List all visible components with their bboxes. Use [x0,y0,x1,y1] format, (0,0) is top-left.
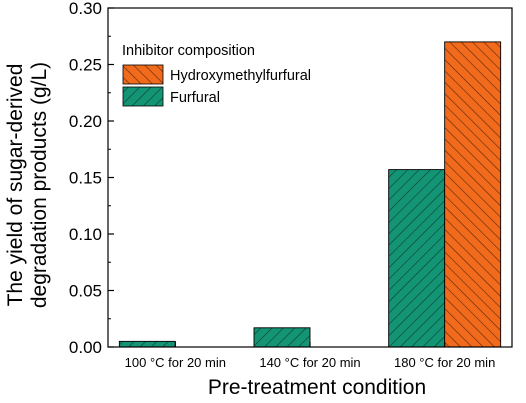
x-category-label: 140 °C for 20 min [259,355,360,370]
x-axis-categories: 100 °C for 20 min 140 °C for 20 min 180 °C… [125,342,495,370]
x-category-label: 180 °C for 20 min [394,355,495,370]
y-axis-title-line-2: degradation products (g/L) [28,62,51,308]
legend: Inhibitor composition Hydroxymethylfurfu… [122,43,311,107]
y-tick-label: 0.25 [69,56,102,75]
y-axis-title-line-1: The yield of sugar-derived [4,64,27,307]
plot-area-frame [107,7,513,348]
y-tick-label: 0.10 [69,225,102,244]
legend-swatch-hmf [122,64,164,85]
bars-layer [118,41,502,348]
y-tick-label: 0.00 [69,338,102,357]
bar-furfural-2 [253,327,311,348]
legend-label-hmf: Hydroxymethylfurfural [170,68,311,84]
x-category-label: 100 °C for 20 min [125,355,226,370]
legend-title: Inhibitor composition [122,43,255,59]
legend-swatch-furfural [122,86,164,107]
y-tick-label: 0.15 [69,169,102,188]
bar-furfural-1 [118,340,176,348]
y-axis-ticks: 0.00 0.05 0.10 0.15 0.20 0.25 0.30 [69,0,114,357]
y-tick-label: 0.05 [69,282,102,301]
y-tick-label: 0.30 [69,0,102,18]
y-axis-title: The yield of sugar-derived degradation p… [4,62,51,308]
x-axis-title: Pre-treatment condition [208,376,426,399]
bar-hydroxymethylfurfural-3 [444,41,502,348]
y-tick-label: 0.20 [69,112,102,131]
bar-furfural-3 [388,169,446,348]
legend-label-furfural: Furfural [170,90,220,106]
